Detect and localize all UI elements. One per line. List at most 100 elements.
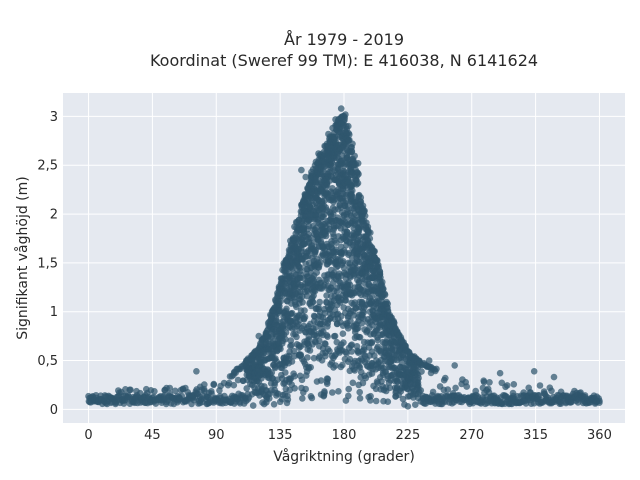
x-tick-label: 45	[144, 428, 161, 443]
data-point	[234, 376, 242, 384]
chart-title-line1: År 1979 - 2019	[284, 30, 404, 49]
data-point	[345, 122, 352, 130]
data-point	[342, 111, 349, 118]
data-point	[343, 130, 351, 137]
data-point	[313, 269, 321, 276]
data-point	[166, 384, 174, 392]
data-point	[398, 359, 406, 367]
y-axis-title: Signifikant våghöjd (m)	[14, 176, 31, 339]
data-point	[338, 120, 345, 127]
y-tick-label: 1,5	[37, 256, 58, 271]
x-tick-label: 0	[84, 428, 92, 443]
y-tick-label: 2	[50, 208, 58, 223]
data-point	[348, 147, 356, 155]
data-point	[311, 176, 319, 184]
data-point	[288, 309, 296, 317]
data-point	[354, 179, 362, 187]
data-point	[288, 358, 296, 365]
data-point	[171, 387, 179, 395]
data-point	[339, 330, 347, 338]
data-point	[291, 372, 298, 380]
data-point	[345, 392, 352, 400]
data-point	[337, 114, 345, 122]
data-point	[274, 289, 281, 297]
data-point	[201, 381, 208, 388]
data-point	[372, 397, 380, 405]
data-point	[310, 354, 318, 362]
data-point	[344, 202, 351, 210]
data-point	[324, 375, 332, 383]
data-point	[418, 368, 425, 375]
data-point	[315, 303, 322, 311]
data-point	[286, 386, 294, 394]
data-point	[425, 357, 433, 364]
data-point	[266, 318, 273, 326]
data-point	[317, 377, 325, 384]
data-point	[323, 140, 331, 148]
data-point	[307, 364, 315, 371]
data-point	[451, 362, 459, 369]
data-point	[510, 381, 518, 388]
data-point	[287, 342, 294, 350]
data-point	[332, 116, 339, 123]
data-point	[344, 229, 351, 236]
y-tick-label: 2,5	[37, 159, 58, 174]
data-point	[329, 124, 336, 132]
data-point	[243, 385, 250, 392]
data-point	[324, 149, 332, 156]
data-point	[281, 266, 288, 274]
data-point	[283, 259, 290, 267]
data-point	[210, 381, 217, 389]
data-point	[276, 398, 284, 406]
data-point	[323, 277, 331, 284]
data-point	[349, 187, 356, 194]
data-point	[306, 347, 314, 354]
data-point	[355, 333, 363, 341]
data-point	[399, 395, 407, 403]
data-point	[302, 173, 310, 181]
data-point	[340, 339, 347, 346]
data-point	[378, 378, 385, 385]
data-point	[356, 388, 364, 396]
data-point	[193, 368, 200, 375]
data-point	[339, 259, 346, 267]
data-point	[339, 361, 346, 369]
data-point	[302, 385, 310, 393]
data-point	[433, 365, 440, 373]
data-point	[297, 264, 304, 272]
data-point	[287, 337, 295, 344]
data-point	[309, 298, 317, 306]
data-point	[314, 167, 322, 175]
data-point	[308, 188, 315, 196]
data-point	[277, 345, 284, 353]
data-point	[335, 388, 342, 395]
data-point	[266, 390, 274, 397]
data-point	[255, 332, 263, 340]
data-point	[291, 385, 299, 392]
data-point	[349, 379, 357, 387]
data-point	[322, 340, 329, 348]
data-point	[282, 329, 290, 336]
data-point	[270, 401, 278, 408]
data-point	[321, 309, 329, 317]
data-point	[367, 397, 374, 404]
data-point	[365, 229, 373, 236]
data-point	[350, 365, 358, 373]
data-point	[348, 341, 356, 349]
data-point	[292, 330, 299, 338]
data-point	[340, 264, 348, 272]
data-point	[300, 315, 308, 322]
data-point	[337, 105, 345, 112]
data-point	[298, 203, 306, 211]
data-point	[295, 224, 303, 231]
data-point	[315, 150, 322, 157]
data-point	[480, 378, 488, 386]
data-point	[290, 347, 298, 355]
data-point	[384, 398, 392, 406]
data-point	[415, 374, 422, 382]
x-tick-label: 315	[523, 428, 548, 443]
x-axis-title: Vågriktning (grader)	[273, 448, 415, 465]
data-point	[347, 317, 354, 325]
data-point	[341, 297, 349, 304]
